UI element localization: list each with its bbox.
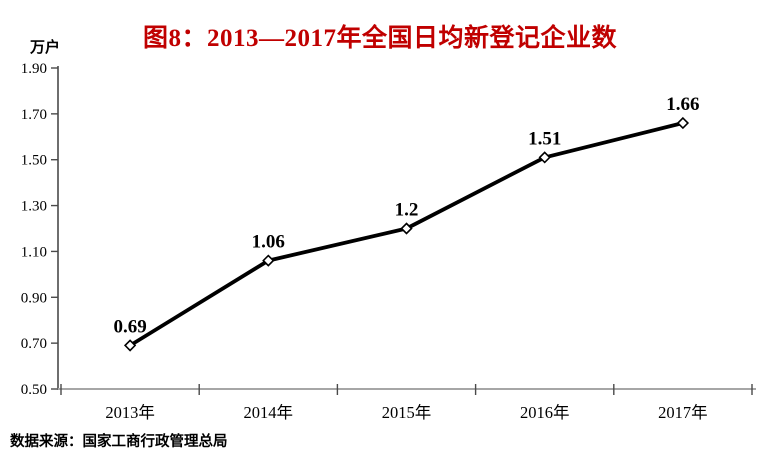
data-point-label: 0.69 xyxy=(113,316,146,337)
source-note: 数据来源：国家工商行政管理总局 xyxy=(10,434,228,450)
data-point-label: 1.06 xyxy=(252,232,285,253)
y-tick-label: 1.50 xyxy=(21,153,47,169)
y-tick-label: 1.90 xyxy=(21,61,47,77)
y-tick-label: 0.90 xyxy=(21,290,47,306)
y-tick-label: 1.70 xyxy=(21,107,47,123)
data-point-marker xyxy=(400,222,413,235)
y-tick-label: 1.30 xyxy=(21,199,47,215)
data-point-label: 1.66 xyxy=(666,94,699,115)
x-tick-label: 2013年 xyxy=(105,403,155,422)
y-tick-label: 0.70 xyxy=(21,336,47,352)
y-axis-unit-label: 万户 xyxy=(30,39,61,56)
x-tick-label: 2016年 xyxy=(520,403,570,422)
data-point-marker xyxy=(262,254,275,267)
data-point-marker xyxy=(123,339,137,352)
data-point-marker xyxy=(676,116,690,130)
y-tick-label: 1.10 xyxy=(21,244,47,260)
data-point-label: 1.2 xyxy=(395,200,419,221)
y-tick-label: 0.50 xyxy=(21,382,47,398)
chart-title: 图8：2013—2017年全国日均新登记企业数 xyxy=(142,25,617,52)
data-point-label: 1.51 xyxy=(528,128,561,149)
x-tick-label: 2015年 xyxy=(382,403,432,422)
x-tick-label: 2017年 xyxy=(658,403,708,422)
data-point-marker xyxy=(538,151,551,164)
x-tick-label: 2014年 xyxy=(244,403,294,422)
